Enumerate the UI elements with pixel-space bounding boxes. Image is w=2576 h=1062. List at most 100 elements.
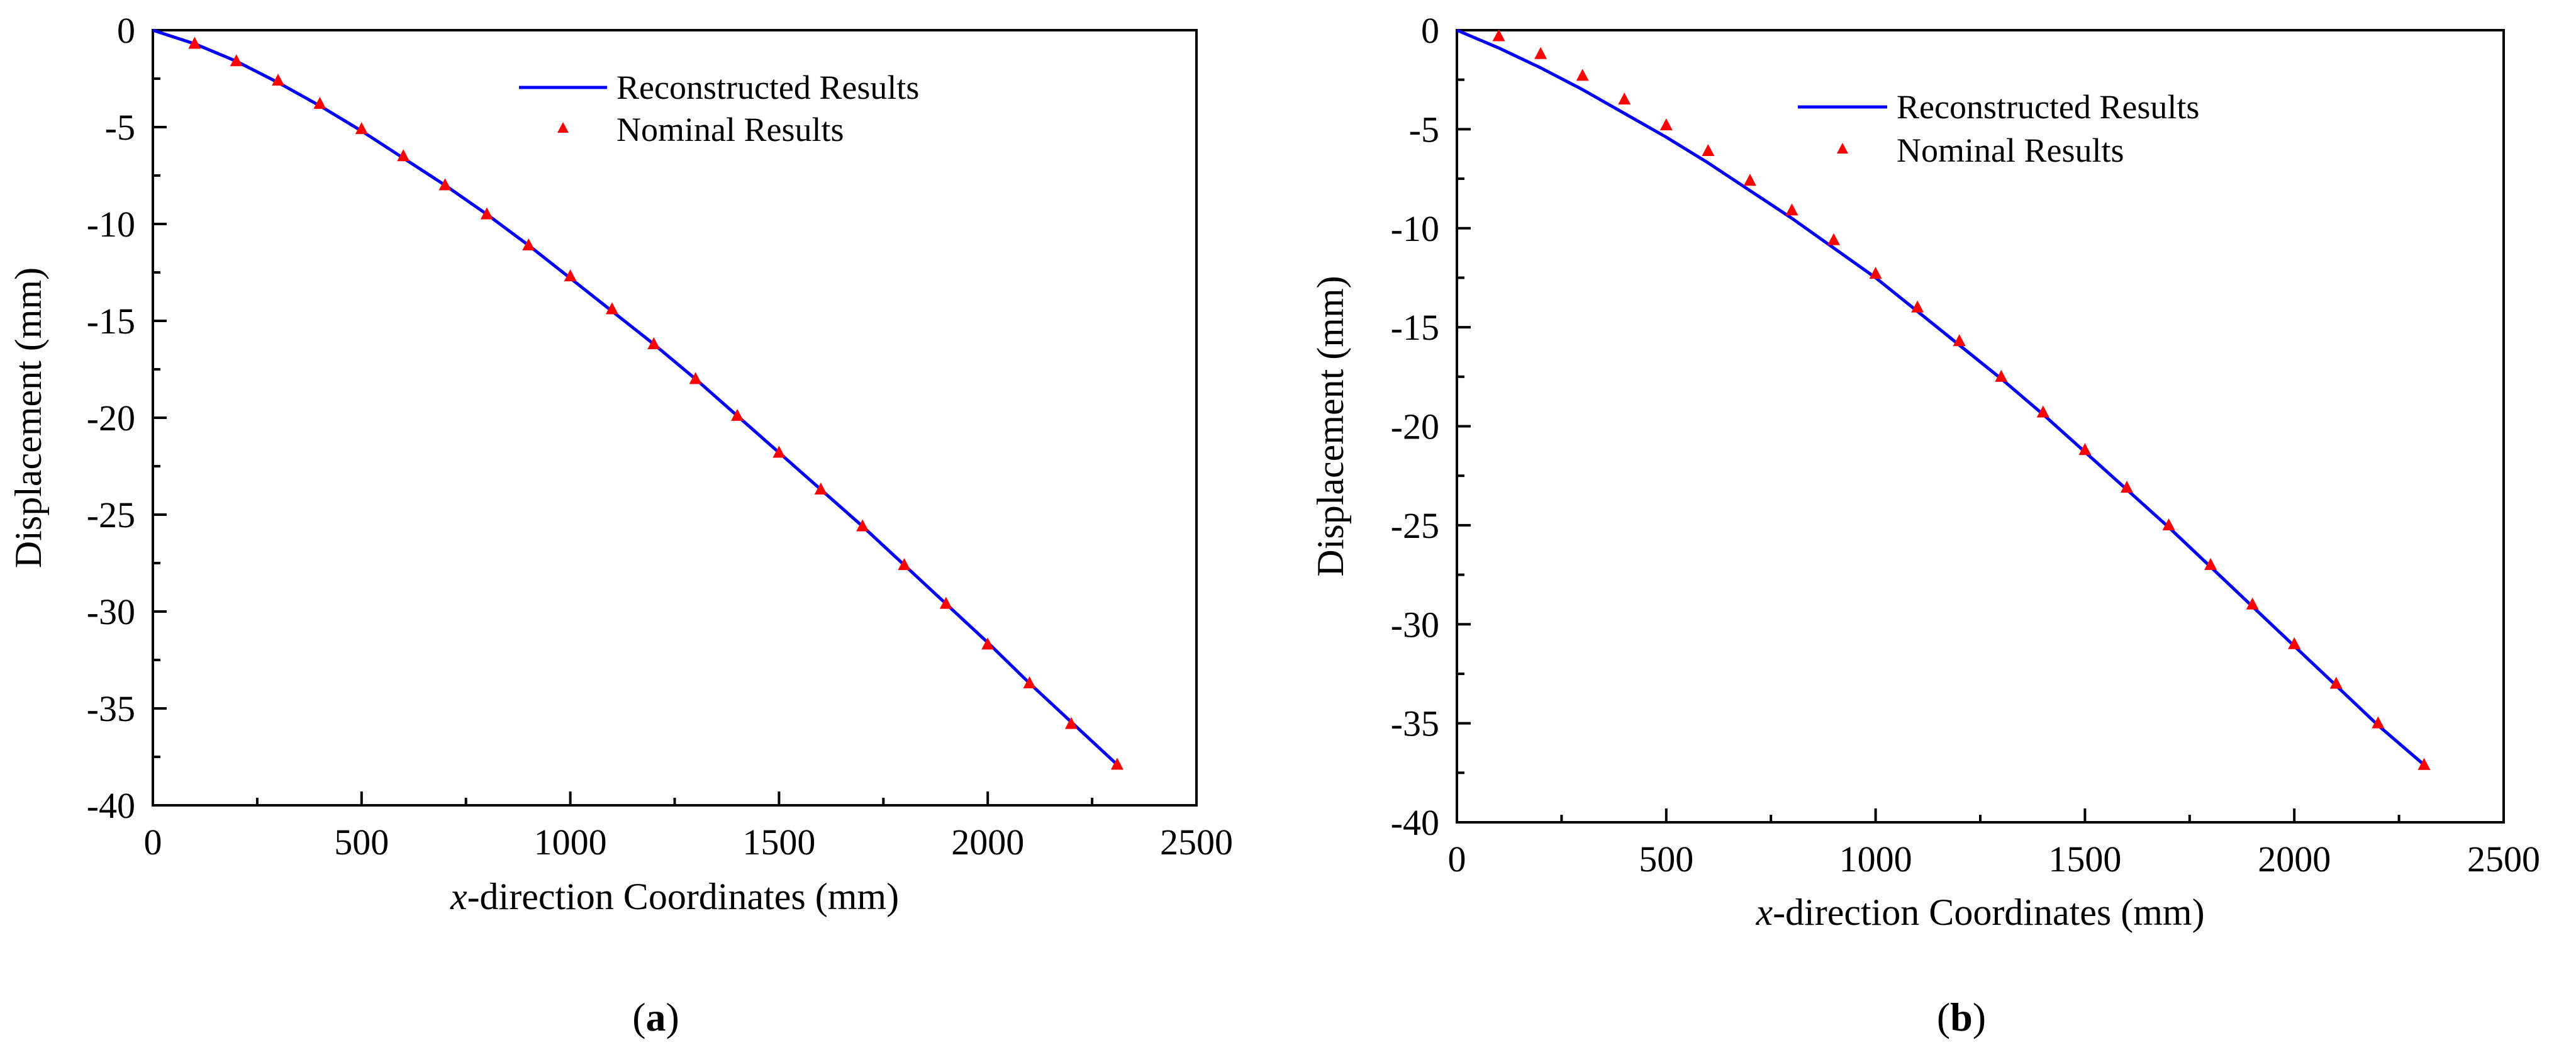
nominal-point bbox=[2036, 405, 2049, 418]
nominal-point bbox=[1618, 92, 1631, 105]
nominal-point bbox=[689, 372, 702, 384]
chart-panel-a: 0 500 1000 1500 2000 2500 0 -5 -10 -15 -20 -25 -30 -3… bbox=[8, 10, 1233, 1039]
y-tick-label: -15 bbox=[87, 301, 135, 342]
y-axis-label: Displacement (mm) bbox=[8, 267, 49, 568]
y-tick-label: -30 bbox=[1391, 604, 1439, 645]
nominal-point bbox=[731, 408, 744, 421]
x-axis-label-var: x bbox=[1755, 892, 1773, 933]
legend-label-reconstructed: Reconstructed Results bbox=[1897, 88, 2199, 126]
x-tick-label: 2000 bbox=[951, 822, 1024, 863]
chart-panel-b: 0 500 1000 1500 2000 2500 0 -5 -10 -15 -20 -25 -30 -3… bbox=[1310, 10, 2540, 1039]
nominal-point bbox=[772, 445, 786, 458]
nominal-point bbox=[1064, 717, 1078, 729]
y-tick-label: -25 bbox=[87, 495, 135, 535]
nominal-point bbox=[605, 302, 618, 315]
legend-label-nominal: Nominal Results bbox=[616, 111, 844, 148]
nominal-point bbox=[1659, 118, 1673, 131]
x-tick-label: 2500 bbox=[1160, 822, 1233, 863]
nominal-point bbox=[1110, 757, 1124, 770]
y-tick-label: -35 bbox=[87, 688, 135, 729]
y-axis-label: Displacement (mm) bbox=[1310, 276, 1351, 576]
nominal-point bbox=[939, 596, 952, 609]
nominal-point bbox=[2417, 757, 2431, 770]
y-tick-label: -30 bbox=[87, 591, 135, 632]
legend: Reconstructed Results Nominal Results bbox=[1798, 88, 2199, 169]
nominal-point bbox=[1911, 300, 1924, 313]
y-tick-label: 0 bbox=[1421, 10, 1439, 51]
nominal-point bbox=[522, 238, 535, 250]
nominal-point bbox=[1534, 47, 1547, 59]
panel-label: (b) bbox=[1937, 995, 1986, 1039]
nominal-point bbox=[2329, 676, 2343, 689]
y-tick-label: -5 bbox=[1409, 109, 1439, 150]
series-line-reconstructed bbox=[152, 28, 1118, 766]
nominal-point bbox=[1995, 369, 2008, 382]
legend-marker-swatch bbox=[557, 122, 569, 133]
y-tick-label: -15 bbox=[1391, 307, 1439, 348]
x-tick-label: 2500 bbox=[2467, 839, 2540, 880]
nominal-point bbox=[2288, 637, 2301, 649]
nominal-point bbox=[2078, 443, 2092, 456]
x-axis-label-text: -direction Coordinates (mm) bbox=[1773, 892, 2204, 933]
x-tick-label: 1500 bbox=[742, 822, 815, 863]
nominal-point bbox=[1743, 174, 1756, 186]
x-tick-label: 500 bbox=[1639, 839, 1693, 880]
panel-label-open: ( bbox=[1937, 995, 1950, 1039]
nominal-point bbox=[564, 269, 577, 282]
y-tick-label: -20 bbox=[1391, 406, 1439, 447]
legend-marker-swatch bbox=[1837, 143, 1848, 154]
y-tick-label: -10 bbox=[87, 204, 135, 245]
nominal-point bbox=[438, 178, 452, 191]
legend: Reconstructed Results Nominal Results bbox=[519, 69, 919, 148]
nominal-point bbox=[313, 97, 326, 109]
panel-label: (a) bbox=[632, 995, 679, 1039]
series-line-reconstructed bbox=[1456, 28, 2426, 766]
nominal-point bbox=[1785, 203, 1798, 216]
nominal-point bbox=[188, 36, 201, 49]
panel-label-letter: b bbox=[1950, 995, 1973, 1039]
y-tick-label: -10 bbox=[1391, 208, 1439, 249]
nominal-point bbox=[1869, 267, 1882, 279]
x-tick-label: 1000 bbox=[534, 822, 607, 863]
y-tick-label: -20 bbox=[87, 398, 135, 439]
y-tick-label: -40 bbox=[1391, 802, 1439, 843]
nominal-point bbox=[981, 637, 995, 650]
nominal-point bbox=[397, 149, 410, 162]
nominal-point bbox=[814, 482, 827, 495]
y-tick-label: -35 bbox=[1391, 703, 1439, 744]
panel-label-close: ) bbox=[1973, 995, 1986, 1039]
nominal-point bbox=[272, 74, 285, 86]
x-axis-label: x-direction Coordinates (mm) bbox=[1755, 892, 2204, 933]
nominal-point bbox=[2162, 518, 2175, 530]
nominal-point bbox=[230, 54, 243, 67]
panel-label-close: ) bbox=[666, 995, 679, 1039]
x-axis-label-text: -direction Coordinates (mm) bbox=[467, 876, 899, 917]
x-axis-label-var: x bbox=[450, 876, 467, 917]
legend-label-reconstructed: Reconstructed Results bbox=[616, 69, 919, 106]
nominal-point bbox=[2246, 597, 2259, 610]
y-tick-label: 0 bbox=[117, 10, 135, 51]
nominal-point bbox=[898, 558, 911, 571]
panel-label-open: ( bbox=[632, 995, 645, 1039]
nominal-point bbox=[1023, 676, 1036, 688]
panel-label-letter: a bbox=[646, 995, 666, 1039]
x-tick-label: 1000 bbox=[1839, 839, 1912, 880]
nominal-point bbox=[856, 519, 869, 532]
x-tick-label: 1500 bbox=[2048, 839, 2121, 880]
x-axis-label: x-direction Coordinates (mm) bbox=[450, 876, 899, 917]
x-tick-label: 0 bbox=[1448, 839, 1466, 880]
nominal-point bbox=[1576, 69, 1589, 81]
nominal-point bbox=[355, 122, 368, 135]
nominal-point bbox=[1827, 233, 1841, 245]
nominal-point bbox=[2120, 481, 2133, 493]
nominal-point bbox=[2204, 557, 2217, 570]
nominal-point bbox=[480, 207, 493, 220]
y-tick-label: -25 bbox=[1391, 505, 1439, 546]
y-tick-label: -40 bbox=[87, 785, 135, 826]
nominal-point bbox=[1702, 143, 1715, 156]
nominal-point bbox=[2372, 716, 2385, 729]
nominal-point bbox=[1492, 29, 1505, 42]
nominal-point bbox=[647, 337, 661, 349]
y-tick-label: -5 bbox=[105, 107, 135, 148]
